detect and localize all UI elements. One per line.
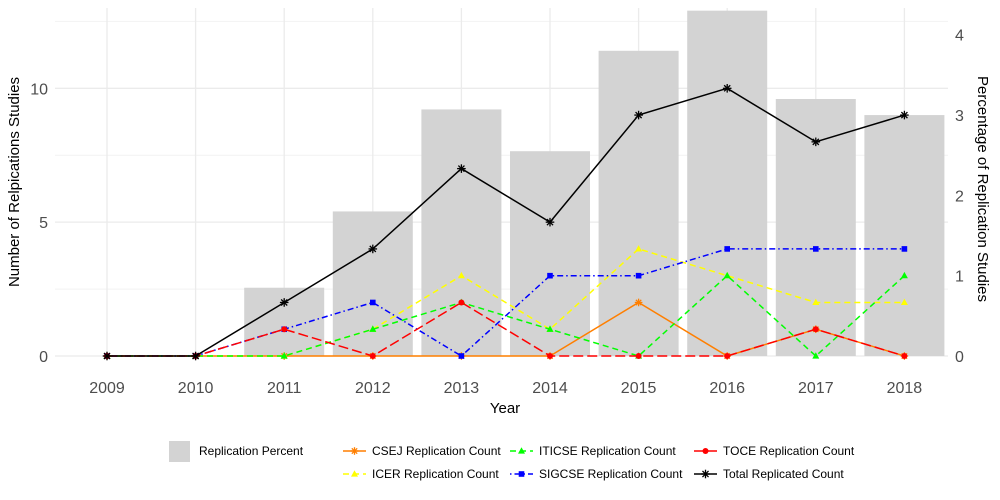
x-tick-label: 2017 [798,380,834,397]
x-axis-title: Year [490,400,520,417]
data-point [102,351,112,361]
tick-labels: 2009 2010 2011 2012 2013 2014 2015 2016 2017 2018… [30,28,964,397]
y-left-tick-label: 10 [30,81,48,98]
data-point [370,299,376,306]
legend-item: Total Replicated Count [694,467,844,481]
y-left-tick-label: 0 [39,349,48,366]
data-point [900,110,909,120]
data-point [900,298,908,306]
data-point [900,271,908,279]
series-line [107,87,905,357]
data-point [545,217,555,227]
legend-swatch [169,441,190,462]
data-point [723,271,731,279]
series-line [107,301,905,357]
data-point [350,447,359,455]
data-point [634,298,643,307]
series-lines [102,84,909,361]
y-axis-left-title: Number of Relpications Studies [6,77,23,287]
legend-label: Replication Percent [199,444,304,458]
data-point [368,244,378,254]
y-right-tick-label: 2 [955,188,964,205]
x-tick-label: 2009 [89,380,125,397]
data-point [457,271,465,279]
legend-item: ICER Replication Count [343,467,499,481]
data-point [724,353,731,359]
legend-item: SIGCSE Replication Count [510,467,683,481]
data-point [722,84,732,93]
data-point [724,246,730,252]
y-left-tick-label: 5 [39,215,48,232]
x-tick-label: 2018 [887,380,923,397]
bar [332,211,413,356]
bar [598,50,679,357]
y-right-tick-label: 1 [955,269,964,286]
data-point [812,352,820,359]
data-point [281,326,288,333]
bar [687,10,768,356]
data-point [351,470,358,477]
data-point [811,137,821,147]
legend-label: SIGCSE Replication Count [539,467,683,481]
data-point [547,272,553,279]
data-point [458,353,465,359]
x-tick-label: 2016 [709,380,745,397]
x-tick-label: 2010 [178,380,214,397]
data-point [547,353,553,359]
legend-item: CSEJ Replication Count [343,444,501,458]
data-point [634,110,643,120]
data-point [635,353,642,359]
data-point [635,245,643,252]
legend-item-bar: Replication Percent [169,441,304,462]
data-point [458,299,465,306]
bar [864,115,945,357]
data-point [812,326,819,333]
data-point [191,351,200,361]
data-point [279,298,289,307]
legend-label: TOCE Replication Count [723,444,855,458]
legend-item: ITICSE Replication Count [510,444,676,458]
data-point [518,471,525,477]
data-point [280,352,288,359]
data-point [369,325,377,332]
series-total-replicated-count [102,84,909,361]
data-point [518,447,525,454]
x-tick-label: 2012 [355,380,391,397]
legend-label: ITICSE Replication Count [539,444,676,458]
y-right-tick-label: 3 [955,108,964,125]
data-point [901,353,908,359]
data-point [813,246,819,252]
bar [510,151,590,356]
series-line [107,248,905,357]
x-tick-label: 2011 [267,380,302,397]
data-point [901,246,908,252]
data-point [701,469,710,479]
series-line [107,274,905,358]
y-axis-right-title: Percentage of Replication Studies [974,76,991,302]
legend-label: ICER Replication Count [372,467,499,481]
bar [421,109,502,356]
y-right-tick-label: 0 [955,349,964,366]
data-point [702,448,709,454]
data-point [812,298,820,306]
y-right-tick-label: 4 [955,28,964,45]
x-tick-label: 2015 [621,380,657,397]
data-point [369,353,376,359]
legend-label: Total Replicated Count [723,467,844,481]
bar [244,287,325,356]
legend-label: CSEJ Replication Count [372,444,501,458]
x-tick-label: 2013 [444,380,480,397]
legend-item: TOCE Replication Count [694,444,855,458]
data-point [457,164,466,173]
x-tick-label: 2014 [532,380,568,397]
bars [244,10,945,357]
legend: Replication Percent CSEJ Replication Coun… [169,441,855,481]
data-point [635,272,642,279]
data-point [546,325,554,332]
